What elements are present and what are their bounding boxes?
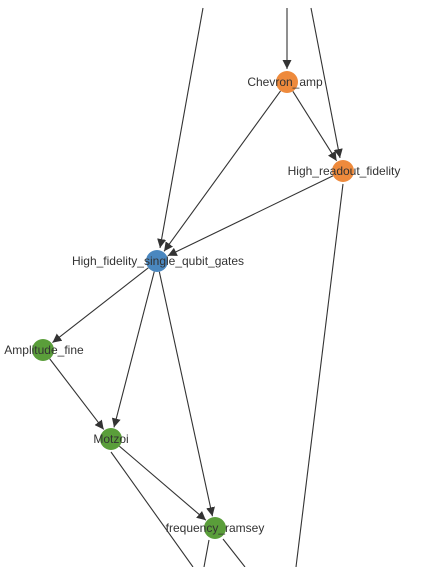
edge-offscreen-1 (157, 7, 204, 249)
edge-readout-to-hfsqg (167, 175, 334, 257)
nodes (32, 71, 354, 539)
edge-offscreen-4 (295, 183, 344, 567)
node-label-ramsey: frequency_ramsey (166, 521, 265, 535)
edge-chevron-to-readout (292, 91, 338, 162)
node-amp[interactable] (32, 339, 54, 361)
node-chevron[interactable] (276, 71, 298, 93)
edges (49, 7, 344, 567)
edge-offscreen-7 (222, 538, 246, 567)
edge-hfsqg-to-motzoi (111, 271, 155, 428)
node-label-chevron: Chevron_amp (247, 75, 323, 89)
node-motzoi[interactable] (100, 428, 122, 450)
edge-hfsqg-to-amp (52, 267, 149, 344)
node-label-hfsqg: High_fidelity_single_qubit_gates (72, 254, 244, 268)
edge-offscreen-6 (203, 539, 210, 567)
edge-amp-to-motzoi (49, 358, 105, 430)
node-label-motzoi: Motzoi (93, 432, 128, 446)
labels: Chevron_amp High_readout_fidelity High_fid… (4, 75, 400, 535)
edge-offscreen-3 (310, 7, 343, 159)
edge-offscreen-5 (110, 451, 194, 567)
edge-hfsqg-to-ramsey (158, 271, 215, 517)
node-label-amp: Amplitude_fine (4, 343, 84, 357)
node-readout[interactable] (332, 160, 354, 182)
node-hfsqg[interactable] (146, 250, 168, 272)
edge-motzoi-to-ramsey (118, 445, 207, 521)
edge-chevron-to-hfsqg (163, 90, 281, 252)
node-ramsey[interactable] (204, 517, 226, 539)
node-label-readout: High_readout_fidelity (288, 164, 401, 178)
